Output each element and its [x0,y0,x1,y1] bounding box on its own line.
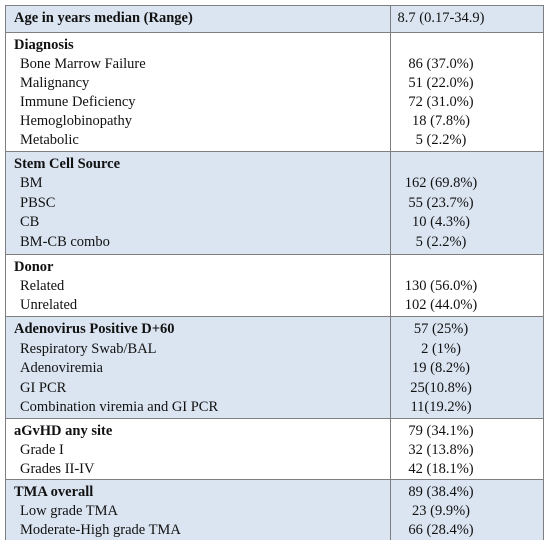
table-row: BM 162 (69.8%) [6,174,543,193]
row-label-stem-cell-source: Stem Cell Source [14,156,121,172]
table-row: Combination viremia and GI PCR 11(19.2%) [6,398,543,417]
row-value: 86 (37.0%) [408,56,474,72]
section-header-row: Stem Cell Source [6,155,543,174]
table-section: Age in years median (Range) 8.7 (0.17-34.… [6,6,543,32]
column-divider [390,480,391,540]
column-divider [390,6,391,32]
row-label-bone-marrow-failure: Bone Marrow Failure [20,56,146,72]
row-label-tma-overall: TMA overall [14,484,94,500]
section-header-row: TMA overall 89 (38.4%) [6,483,543,502]
table-section: Adenovirus Positive D+60 57 (25%) Respirat… [6,316,543,418]
row-value: 11(19.2%) [410,399,472,416]
row-label-grade-i: Grade I [20,442,64,458]
table-row: CB 10 (4.3%) [6,213,543,232]
table-row: Bone Marrow Failure 86 (37.0%) [6,55,543,74]
table-row: Malignancy 51 (22.0%) [6,74,543,93]
row-label-grades-ii-iv: Grades II-IV [20,461,95,477]
section-header-row: aGvHD any site 79 (34.1%) [6,422,543,441]
patient-characteristics-table: Age in years median (Range) 8.7 (0.17-34.… [5,5,544,540]
column-divider [390,317,391,418]
table-section: Stem Cell Source BM 162 (69.8%) PBSC 55 (23.… [6,151,543,254]
row-label-malignancy: Malignancy [20,75,90,91]
table-row: Immune Deficiency 72 (31.0%) [6,93,543,112]
row-value: 66 (28.4%) [408,522,474,538]
row-label-hemoglobinopathy: Hemoglobinopathy [20,113,132,129]
table-row: Metabolic 5 (2.2%) [6,131,543,150]
section-header-row: Age in years median (Range) 8.7 (0.17-34.… [6,9,543,28]
row-label-gi-pcr: GI PCR [20,379,67,396]
row-label-cb: CB [20,214,40,231]
row-value: 89 (38.4%) [408,484,474,500]
row-value: 23 (9.9%) [412,503,470,519]
row-value: 57 (25%) [413,321,469,337]
row-label-agvhd-any-site: aGvHD any site [14,423,113,439]
row-value: 102 (44.0%) [404,297,478,313]
row-value: 72 (31.0%) [408,94,474,110]
row-label-diagnosis: Diagnosis [14,37,74,53]
table-row: PBSC 55 (23.7%) [6,194,543,213]
row-label-donor: Donor [14,259,54,275]
row-label-respiratory-swab-bal: Respiratory Swab/BAL [20,340,157,357]
row-label-adenoviremia: Adenoviremia [20,360,103,377]
row-value: 55 (23.7%) [408,194,474,211]
row-value: 2 (1%) [421,340,461,357]
table-row: Respiratory Swab/BAL 2 (1%) [6,340,543,359]
table-row: Low grade TMA 23 (9.9%) [6,502,543,521]
table-row: Hemoglobinopathy 18 (7.8%) [6,112,543,131]
row-value: 32 (13.8%) [408,442,474,458]
table-section: aGvHD any site 79 (34.1%) Grade I 32 (13.8%… [6,418,543,479]
row-label-low-grade-tma: Low grade TMA [20,503,118,519]
row-label-bm-cb-combo: BM-CB combo [20,233,110,250]
column-divider [390,419,391,479]
row-label-metabolic: Metabolic [20,132,79,148]
row-value: 8.7 (0.17-34.9) [397,10,485,26]
row-label-age-in-years-median-range: Age in years median (Range) [14,10,193,26]
row-value: 19 (8.2%) [412,360,470,377]
row-value: 42 (18.1%) [408,461,474,477]
row-value: 130 (56.0%) [404,278,478,294]
table-section: Donor Related 130 (56.0%) Unrelated 102 (44.… [6,254,543,316]
row-label-unrelated: Unrelated [20,297,78,313]
row-label-related: Related [20,278,65,294]
row-value: 79 (34.1%) [408,423,474,439]
row-value: 18 (7.8%) [412,113,470,129]
section-header-row: Donor [6,258,543,277]
table-row: GI PCR 25(10.8%) [6,379,543,398]
table-section: TMA overall 89 (38.4%) Low grade TMA 23 (9.… [6,479,543,540]
row-value: 5 (2.2%) [415,132,467,148]
row-value: 25(10.8%) [410,379,472,396]
row-value: 51 (22.0%) [408,75,474,91]
column-divider [390,255,391,316]
table-row: Unrelated 102 (44.0%) [6,296,543,315]
column-divider [390,152,391,254]
row-label-moderate-high-grade-tma: Moderate-High grade TMA [20,522,181,538]
table-row: BM-CB combo 5 (2.2%) [6,233,543,252]
row-label-bm: BM [20,175,43,192]
row-label-combination-viremia-and-gi-pcr: Combination viremia and GI PCR [20,399,219,416]
row-value: 10 (4.3%) [412,214,470,231]
section-header-row: Adenovirus Positive D+60 57 (25%) [6,320,543,339]
table-row: Grades II-IV 42 (18.1%) [6,460,543,479]
table-row: Moderate-High grade TMA 66 (28.4%) [6,521,543,540]
table-row: Grade I 32 (13.8%) [6,441,543,460]
row-label-pbsc: PBSC [20,194,56,211]
row-value: 162 (69.8%) [404,175,478,192]
row-label-adenovirus-positive-d-60: Adenovirus Positive D+60 [14,321,175,337]
column-divider [390,33,391,151]
table-row: Adenoviremia 19 (8.2%) [6,359,543,378]
row-value: 5 (2.2%) [415,233,467,250]
section-header-row: Diagnosis [6,36,543,55]
table-row: Related 130 (56.0%) [6,277,543,296]
row-label-immune-deficiency: Immune Deficiency [20,94,136,110]
table-section: Diagnosis Bone Marrow Failure 86 (37.0%) Ma… [6,32,543,151]
